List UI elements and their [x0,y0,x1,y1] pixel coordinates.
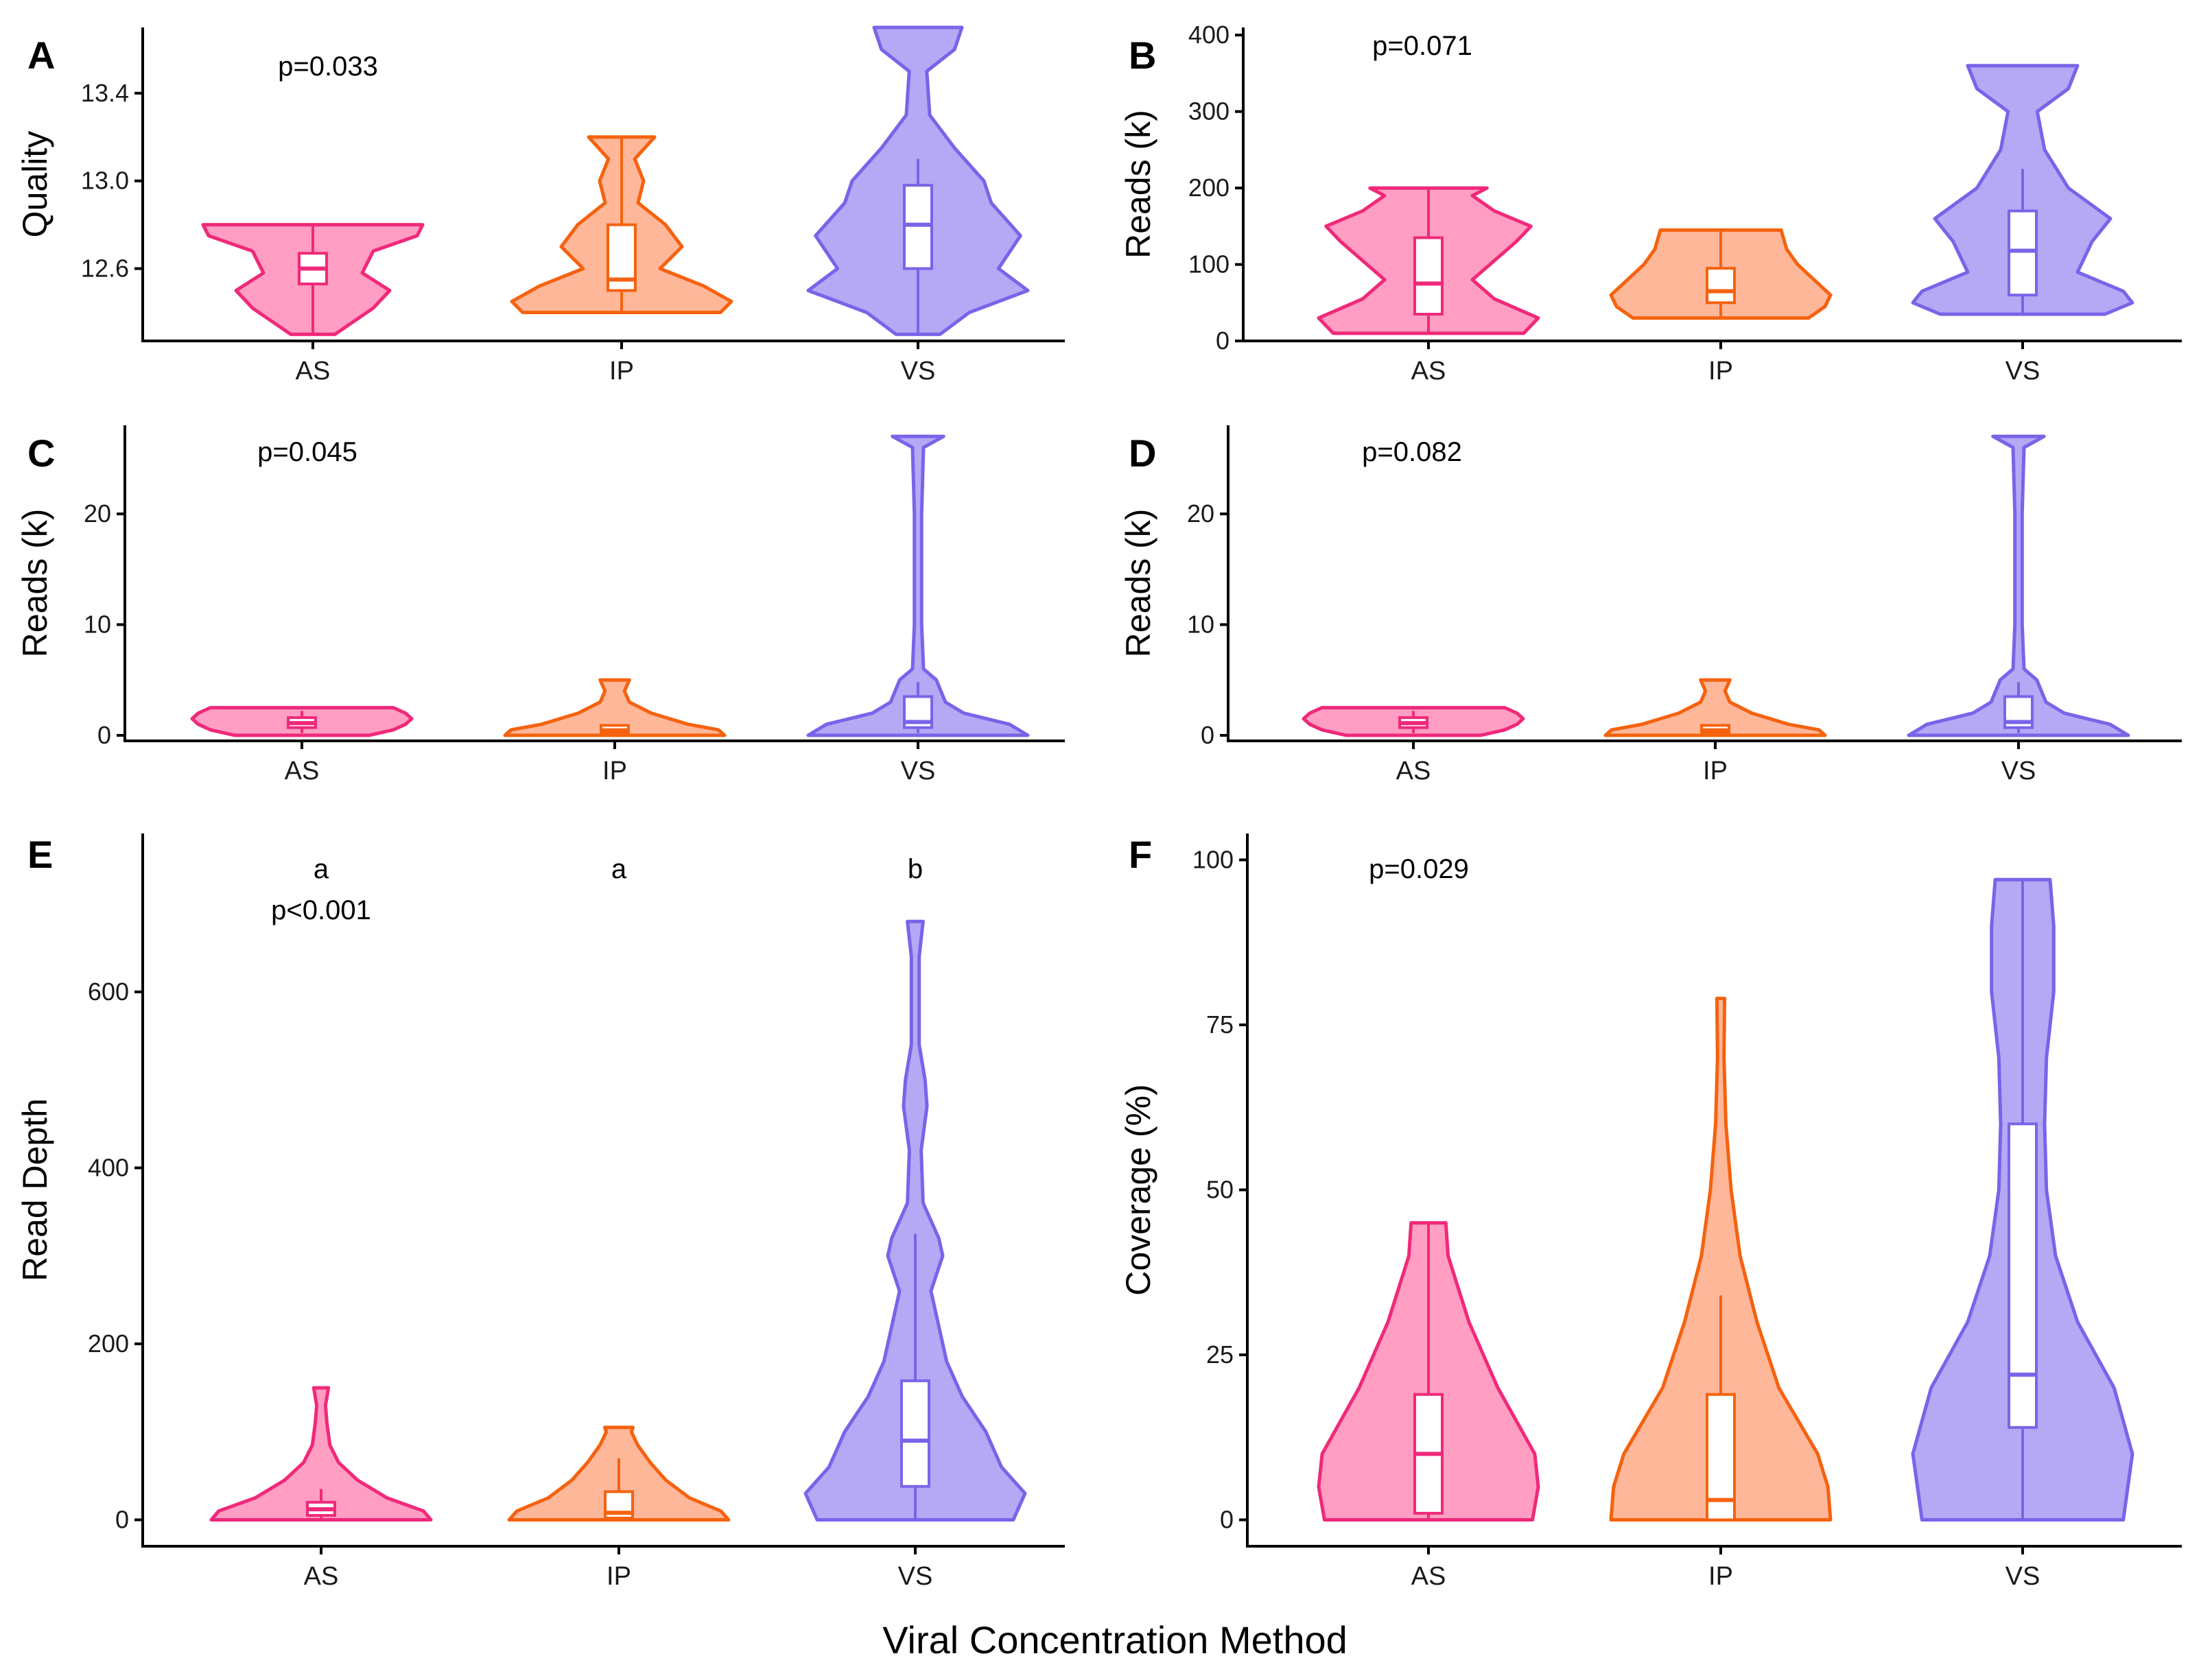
panel-b-box-as [1413,236,1444,316]
panel-b-letter: B [1129,34,1156,77]
panel-b-y-tick-label: 200 [1188,174,1229,202]
panel-d-x-tick-label-vs: VS [2001,757,2036,785]
panel-f-box-vs [2008,1122,2038,1429]
panel-e-y-tick-label: 0 [115,1506,129,1534]
panel-a-y-tick-label: 12.6 [81,255,129,283]
panel-b-box-vs [2008,209,2038,297]
panel-c-x-tick-label-as: AS [285,757,320,785]
panel-c-violin-vs [806,434,1030,737]
panel-f-violin-ip [1609,997,1833,1522]
panel-a-x-tick-label-vs: VS [901,357,936,386]
panel-f-y-axis-title: Coverage (%) [1119,1084,1157,1295]
panel-c-y-tick-label: 10 [84,611,111,639]
panel-f-y-tick-label: 25 [1206,1340,1234,1369]
panel-e-box-vs [900,1379,930,1488]
panel-d-y-tick-label: 0 [1201,721,1214,749]
panel-e-y-axis-title: Read Depth [16,1098,54,1281]
panel-f-p-value: p=0.029 [1369,854,1469,884]
panel-d-y-axis-title: Reads (k) [1119,509,1157,658]
panel-f-y-tick-label: 0 [1220,1506,1234,1534]
panel-b-x-tick-label-vs: VS [2005,357,2040,386]
panel-c-letter: C [27,431,55,475]
panel-e-violin-vs [803,919,1027,1522]
panel-e-group-letter: b [908,854,923,884]
panel-d-y-tick-label: 20 [1187,499,1214,528]
panel-a-p-value: p=0.033 [278,51,378,82]
panel-e-letter: E [27,833,53,876]
panel-e-group-letter: a [314,854,329,884]
panel-a-y-tick-label: 13.0 [81,167,129,195]
panel-e-x-tick-label-as: AS [304,1562,339,1591]
panel-e-y-tick-label: 400 [88,1153,129,1181]
panel-a-x-tick-label-as: AS [296,357,331,386]
panel-b-y-tick-label: 300 [1188,97,1229,126]
panel-a-letter: A [27,34,55,77]
panel-f-y-tick-label: 100 [1192,845,1234,873]
panel-c-y-tick-label: 0 [97,721,111,749]
panel-b-x-tick-label-as: AS [1411,357,1446,386]
panel-d-y-tick-label: 10 [1187,611,1214,639]
panel-e-x-tick-label-ip: IP [607,1562,631,1591]
panel-b-y-tick-label: 400 [1188,21,1229,49]
panel-d-violin-vs [1907,434,2130,737]
panel-e-violin-as [209,1386,433,1522]
panel-d-x-tick-label-ip: IP [1703,757,1728,785]
panel-f-x-tick-label-as: AS [1411,1562,1446,1591]
panel-d-violin-ip [1603,678,1827,737]
panel-e-x-tick-label-vs: VS [898,1562,933,1591]
panel-a-box-vs [903,184,933,270]
panel-a-x-tick-label-ip: IP [609,357,634,386]
panel-c-y-axis-title: Reads (k) [16,509,54,658]
x-axis-title: Viral Concentration Method [882,1618,1348,1661]
panel-b-y-tick-label: 0 [1216,327,1229,355]
panel-f-letter: F [1129,833,1152,876]
panel-c-y-tick-label: 20 [84,499,111,528]
panel-f-x-tick-label-vs: VS [2005,1562,2040,1591]
panel-d-p-value: p=0.082 [1362,437,1462,467]
panel-a-y-tick-label: 13.4 [81,79,129,107]
panel-b-x-tick-label-ip: IP [1708,357,1733,386]
panel-e-group-letter: a [611,854,627,884]
panel-e-y-tick-label: 200 [88,1329,129,1358]
panel-e-y-tick-label: 600 [88,978,129,1006]
panel-f-y-tick-label: 75 [1206,1010,1234,1039]
panel-d-x-tick-label-as: AS [1396,757,1431,785]
panel-e-p-value: p<0.001 [271,895,371,925]
panel-b-y-tick-label: 100 [1188,250,1229,279]
panel-b-p-value: p=0.071 [1372,31,1472,61]
panel-c-x-tick-label-vs: VS [901,757,936,785]
panel-a-y-axis-title: Quality [16,131,54,238]
panel-c-p-value: p=0.045 [257,437,357,467]
panel-b-y-axis-title: Reads (k) [1119,110,1157,259]
panel-f-y-tick-label: 50 [1206,1176,1234,1204]
panel-c-x-tick-label-ip: IP [602,757,627,785]
panel-d-letter: D [1129,431,1156,475]
panel-b-box-ip [1706,267,1736,305]
panel-c-violin-ip [503,678,727,737]
panel-f-x-tick-label-ip: IP [1708,1562,1733,1591]
